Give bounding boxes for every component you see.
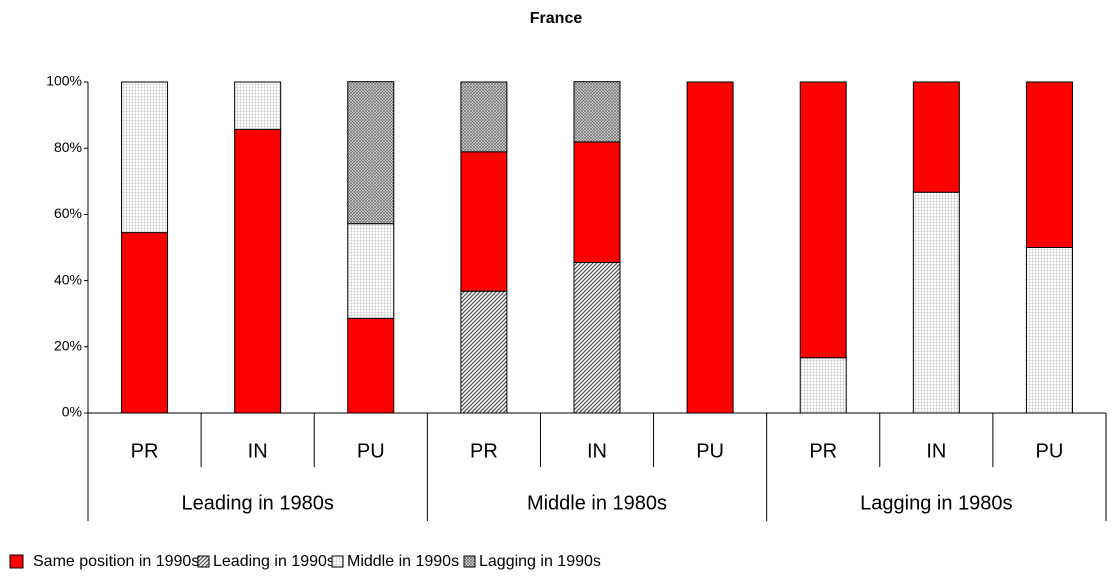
y-tick-label: 60% [54, 205, 82, 221]
legend-label: Leading in 1990s [213, 553, 335, 570]
bar-segment [121, 232, 169, 414]
bar-segment [121, 81, 169, 234]
x-tick-label: PR [809, 440, 837, 462]
legend-swatch [463, 555, 476, 568]
legend-swatch [9, 554, 24, 569]
bar-segment [799, 81, 847, 359]
y-tick-label: 100% [46, 73, 82, 89]
y-tick-label: 40% [54, 271, 82, 287]
bar-segment [234, 128, 282, 414]
group-label: Lagging in 1980s [860, 492, 1012, 514]
group-label: Middle in 1980s [527, 492, 667, 514]
x-tick-label: PU [696, 440, 724, 462]
bar-segment [460, 290, 508, 414]
bar-segment [347, 81, 395, 225]
bar-segment [1025, 81, 1073, 248]
group-label: Leading in 1980s [181, 492, 333, 514]
bar-segment [1025, 247, 1073, 414]
y-tick-label: 20% [54, 338, 82, 354]
legend-swatch [197, 555, 210, 568]
x-tick-label: IN [248, 440, 268, 462]
x-tick-label: PU [357, 440, 385, 462]
bar-segment [912, 81, 960, 193]
legend-label: Middle in 1990s [347, 553, 459, 570]
bar-segment [573, 81, 621, 143]
x-tick-label: IN [926, 440, 946, 462]
bar-segment [234, 81, 282, 130]
x-tick-label: PR [470, 440, 498, 462]
bar-segment [686, 81, 734, 414]
bar-segment [912, 191, 960, 414]
bar-segment [573, 261, 621, 414]
x-tick-label: PR [131, 440, 159, 462]
bar-segment [799, 357, 847, 414]
bar-segment [460, 151, 508, 292]
legend-label: Lagging in 1990s [479, 553, 601, 570]
legend-label: Same position in 1990s [33, 553, 199, 570]
x-tick-label: IN [587, 440, 607, 462]
bar-segment [460, 81, 508, 153]
bar-segment [347, 223, 395, 319]
y-tick-label: 0% [62, 404, 82, 420]
chart-title: France [530, 10, 583, 27]
bar-segment [347, 317, 395, 414]
y-tick-label: 80% [54, 139, 82, 155]
bar-segment [573, 141, 621, 263]
legend-swatch [331, 555, 344, 568]
x-tick-label: PU [1036, 440, 1064, 462]
